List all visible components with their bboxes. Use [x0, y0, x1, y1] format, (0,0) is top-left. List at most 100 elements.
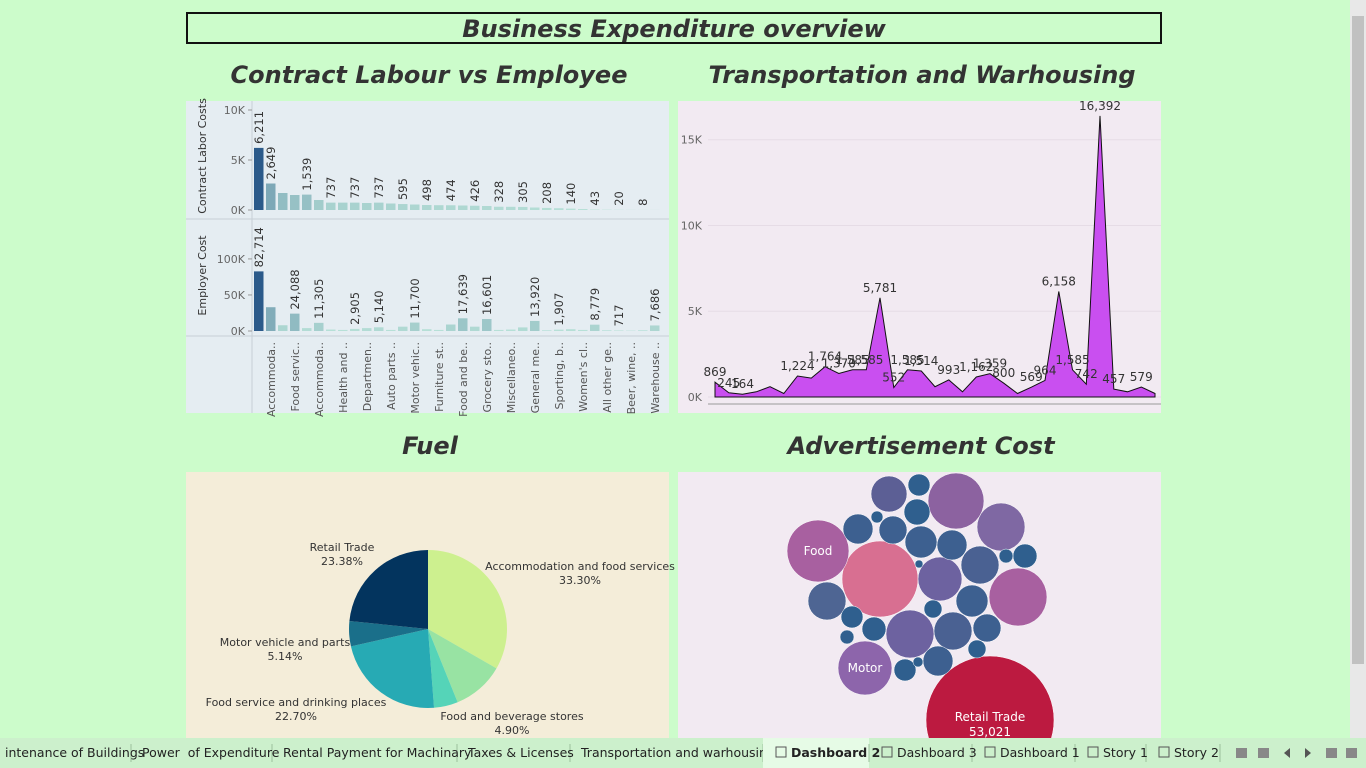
y-tick-label: 10K: [681, 219, 703, 232]
data-label: 11,305: [312, 279, 326, 319]
chart-title: Transportation and Warhousing: [708, 61, 1135, 89]
data-label: 552: [882, 371, 905, 385]
toolbar-arrow[interactable]: [1305, 748, 1311, 758]
tab[interactable]: intenance of Buildings: [5, 744, 144, 762]
toolbar-icon[interactable]: [1326, 748, 1337, 758]
bar: [506, 206, 516, 210]
tab-icon: [775, 746, 787, 758]
dashboard-title: Business Expenditure overview: [462, 15, 886, 43]
bubble-label: Motor: [848, 661, 883, 675]
bar: [434, 329, 444, 331]
data-label: 5,140: [372, 290, 386, 323]
data-label: 328: [492, 181, 506, 203]
bar: [374, 327, 384, 331]
bubble: [840, 605, 864, 629]
tab[interactable]: Rental Payment for Machinary: [283, 744, 472, 762]
bubble: [904, 525, 938, 559]
x-tick-label: Sporting, b..: [553, 342, 566, 410]
bubble: [967, 639, 987, 659]
bar: [398, 204, 408, 210]
bar: [278, 325, 288, 331]
tab[interactable]: Taxes & Licenses: [467, 744, 574, 762]
y-tick-label: 100K: [217, 253, 246, 266]
tab-icon: [881, 746, 893, 758]
data-label: 1,585: [849, 353, 883, 367]
toolbar-icon[interactable]: [1258, 748, 1269, 758]
data-label: 11,700: [408, 278, 422, 318]
bar: [254, 147, 264, 210]
slice-label: Retail Trade: [310, 541, 375, 554]
data-label: 6,211: [252, 111, 266, 144]
tab-icon: [1158, 746, 1170, 758]
x-tick-label: Auto parts ..: [385, 342, 398, 410]
pie-slice: [428, 550, 507, 669]
bar: [554, 208, 564, 210]
data-label: 13,920: [528, 277, 542, 317]
y-tick-label: 0K: [231, 204, 246, 217]
bar: [506, 329, 516, 331]
bar: [290, 313, 300, 331]
scrollbar-thumb[interactable]: [1352, 16, 1364, 664]
bar: [434, 205, 444, 210]
bubble: [893, 658, 917, 682]
data-label: 1,359: [973, 357, 1007, 371]
data-label: 800: [992, 366, 1015, 380]
data-label: 993: [937, 363, 960, 377]
bar: [410, 204, 420, 210]
toolbar-icon[interactable]: [1236, 748, 1247, 758]
bubble: [861, 616, 887, 642]
x-tick-label: Food and be..: [457, 342, 470, 417]
bar: [278, 193, 288, 210]
tab[interactable]: Dashboard 3: [881, 744, 977, 762]
pie-slice: [349, 550, 428, 629]
y-tick-label: 5K: [231, 154, 246, 167]
bar: [314, 322, 324, 331]
tab[interactable]: Transportation and warhousing: [580, 744, 775, 762]
data-label: 1,162: [959, 360, 993, 374]
slice-label: Accommodation and food services: [485, 560, 675, 573]
bubble: [870, 510, 884, 524]
slice-label: Motor vehicle and parts: [220, 636, 351, 649]
bar: [650, 325, 660, 331]
y-tick-label: 5K: [688, 305, 703, 318]
bubble: [960, 545, 1000, 585]
chart-title: Advertisement Cost: [785, 432, 1056, 460]
tab-bar: [0, 738, 1366, 768]
toolbar-icon[interactable]: [1346, 748, 1357, 758]
bubble: [914, 559, 924, 569]
bar: [458, 205, 468, 210]
tab[interactable]: Power of Expenditure: [142, 744, 280, 762]
data-label: 737: [372, 177, 386, 199]
tab[interactable]: Story 2: [1158, 744, 1221, 762]
chart-title: Fuel: [402, 432, 458, 460]
x-tick-label: Miscellaneo..: [505, 342, 518, 413]
data-label: 17,639: [456, 274, 470, 314]
tab-label: Dashboard 3: [897, 745, 977, 760]
bar: [374, 202, 384, 210]
bar: [266, 183, 276, 210]
bar: [470, 326, 480, 331]
tab[interactable]: Story 1: [1087, 744, 1148, 762]
x-tick-label: Departmen..: [361, 342, 374, 411]
pie-slice: [350, 629, 435, 708]
data-label: 16,601: [480, 275, 494, 315]
bar: [398, 326, 408, 331]
tab[interactable]: Dashboard 1: [984, 744, 1080, 762]
data-label: 305: [516, 181, 530, 203]
x-tick-label: Accommoda..: [265, 342, 278, 417]
toolbar-arrow[interactable]: [1284, 748, 1290, 758]
slice-label: Food and beverage stores: [440, 710, 583, 723]
tab[interactable]: Dashboard 2: [763, 738, 880, 768]
data-label: 579: [1130, 370, 1153, 384]
bar: [614, 330, 624, 331]
title-box: [186, 12, 1162, 44]
bar: [326, 202, 336, 210]
bar: [326, 329, 336, 331]
bar: [422, 329, 432, 331]
bar: [290, 195, 300, 210]
bubble-value: 53,021: [969, 725, 1011, 739]
bubble: [842, 513, 874, 545]
bubble: [807, 581, 847, 621]
bar: [482, 206, 492, 210]
